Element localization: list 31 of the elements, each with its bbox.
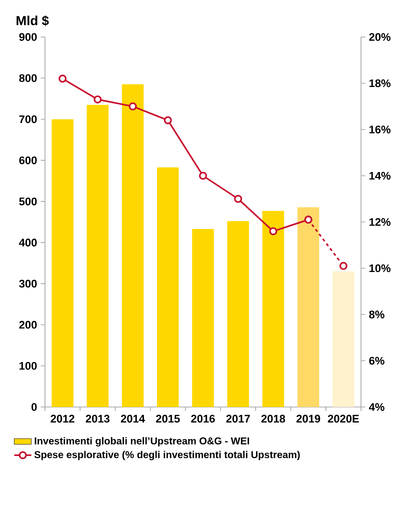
y-tick-label: 800: [19, 74, 37, 82]
y-tick-label: 300: [19, 280, 37, 288]
y2-tick-label: 20%: [369, 33, 391, 41]
x-tick-label: 2019: [296, 414, 320, 423]
y-tick-label: 700: [19, 115, 37, 124]
y2-tick-label: 18%: [369, 79, 391, 88]
x-tick-label: 2014: [120, 414, 145, 423]
y2-tick-label: 6%: [369, 356, 384, 365]
legend-label: Spese esplorative (% degli investimenti totali Upstream): [34, 450, 300, 460]
y2-tick-label: 16%: [369, 126, 391, 134]
y2-tick-label: 10%: [369, 264, 391, 272]
x-tick-label: 2013: [86, 414, 110, 423]
y2-tick-label: 8%: [369, 310, 384, 318]
x-tick-label: 2012: [50, 414, 74, 423]
legend-label: Investimenti globali nell’Upstream O&G - WEI: [34, 437, 250, 446]
y-tick-label: 600: [19, 156, 37, 164]
x-tick-label: 2017: [226, 414, 250, 423]
y-axis-title: Mld $: [16, 15, 49, 26]
y-tick-label: 400: [19, 238, 37, 246]
y-tick-label: 900: [19, 33, 37, 41]
y2-tick-label: 14%: [369, 172, 391, 180]
y-tick-label: 200: [19, 320, 37, 329]
y2-tick-label: 4%: [368, 403, 384, 411]
y2-tick-label: 12%: [369, 218, 391, 226]
y-tick-label: 500: [19, 198, 37, 206]
y-tick-label: 0: [32, 403, 37, 411]
x-tick-label: 2015: [156, 414, 180, 423]
x-tick-label: 2018: [261, 414, 286, 423]
x-tick-label: 2020E: [328, 414, 359, 423]
y-tick-label: 100: [20, 362, 37, 370]
x-tick-label: 2016: [191, 414, 215, 423]
